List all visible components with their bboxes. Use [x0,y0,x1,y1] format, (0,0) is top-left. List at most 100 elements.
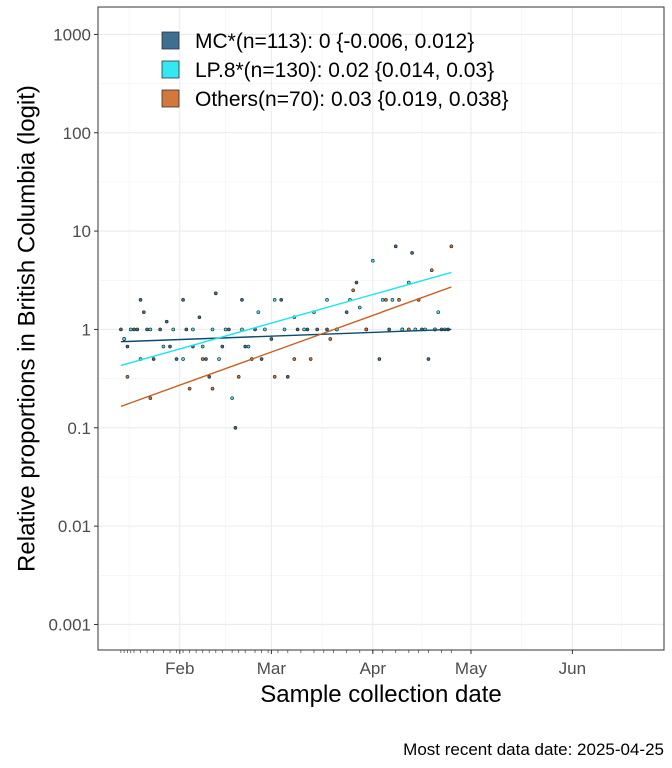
data-point-mc [279,298,284,302]
data-point-mc [138,298,143,302]
data-point-lp8 [181,357,185,361]
data-point-lp8 [263,327,267,332]
data-point-others [210,386,215,391]
data-point-mc [344,310,349,314]
data-point-mc [240,298,244,302]
data-point-lp8 [380,298,385,302]
data-point-others [397,298,401,302]
legend-label: Others(n=70): 0.03 {0.019, 0.038} [195,88,508,111]
data-point-lp8 [230,396,234,400]
fit-line-others [120,286,452,408]
data-point-lp8 [371,258,375,263]
data-point-mc [377,357,382,361]
panel-border [97,6,665,651]
x-axis-title: Sample collection date [260,681,501,708]
data-point-mc [269,337,274,341]
y-tick-label: 1000 [53,25,91,44]
data-point-mc [197,315,202,320]
data-point-others [236,374,241,379]
data-point-mc [174,357,179,361]
data-point-lp8 [246,344,251,349]
points-layer [119,244,454,430]
data-point-mc [305,327,310,332]
data-point-others [148,396,153,400]
x-tick-label: Apr [360,659,387,678]
legend-key-others [161,89,180,108]
data-point-others [449,244,454,249]
data-point-others [187,386,192,391]
data-point-mc [207,374,212,379]
data-point-mc [410,251,414,255]
data-point-mc [168,344,172,349]
data-point-mc [145,327,149,332]
y-axis-title: Relative proportions in British Columbia… [13,85,40,572]
legend-label: LP.8*(n=130): 0.02 {0.014, 0.03} [195,59,494,82]
data-point-others [292,357,297,361]
data-point-lp8 [325,298,329,302]
data-point-others [328,337,333,341]
data-point-mc [393,244,398,249]
data-point-lp8 [400,327,405,332]
axes-layer: 0.001 0.01 0.1 1 10 100 1000 Feb Mar Apr May Jun [48,25,586,678]
data-point-others [384,298,388,302]
data-point-mc [259,357,264,361]
legend-key-mc [161,31,180,50]
data-point-lp8 [357,305,362,310]
data-point-others [429,268,434,273]
data-point-lp8 [161,344,166,349]
data-point-mc [227,327,231,332]
data-point-mc [354,280,359,285]
data-point-others [200,357,205,361]
data-point-lp8 [128,327,133,332]
y-tick-label: 0.01 [58,517,91,536]
legend: MC*(n=113): 0 {-0.006, 0.012} LP.8*(n=130… [161,30,508,111]
data-point-others [308,357,313,361]
fit-line-mc [120,328,452,343]
y-tick-label: 10 [72,222,91,241]
data-point-mc [142,310,146,314]
data-point-lp8 [122,337,126,341]
data-point-mc [315,327,320,332]
y-tick-label: 0.001 [48,615,91,634]
grid-layer [98,7,664,650]
data-point-mc [164,319,169,324]
data-point-others [364,327,369,332]
x-tick-label: May [455,659,488,678]
data-point-mc [285,374,290,379]
legend-key-lp8 [161,60,180,79]
data-point-lp8 [272,298,277,302]
data-point-lp8 [436,310,441,314]
y-tick-label: 100 [63,124,91,143]
fit-line-lp8 [120,271,452,367]
x-tick-label: Jun [559,659,586,678]
data-point-mc [387,327,391,332]
caption: Most recent data date: 2025-04-25 [403,740,664,759]
data-point-others [272,374,277,379]
data-point-others [351,288,355,293]
y-tick-label: 1 [82,320,91,339]
data-point-mc [184,327,189,332]
data-point-mc [426,357,431,361]
data-point-mc [233,425,238,430]
data-point-mc [220,344,225,349]
data-point-lp8 [210,327,215,332]
legend-label: MC*(n=113): 0 {-0.006, 0.012} [195,30,474,53]
data-point-mc [119,327,123,332]
data-point-mc [204,357,208,361]
data-point-mc [181,298,185,302]
data-point-lp8 [223,327,228,332]
data-point-mc [151,357,156,361]
data-point-mc [325,327,329,332]
x-tick-label: Mar [257,659,287,678]
data-point-lp8 [390,298,395,302]
data-point-mc [125,344,130,349]
data-point-others [125,374,130,379]
data-point-mc [243,344,248,349]
data-point-lp8 [282,327,287,332]
y-tick-label: 0.1 [67,419,91,438]
data-point-lp8 [171,327,176,332]
data-point-lp8 [256,310,261,314]
data-point-mc [213,291,218,296]
data-point-mc [135,327,140,332]
